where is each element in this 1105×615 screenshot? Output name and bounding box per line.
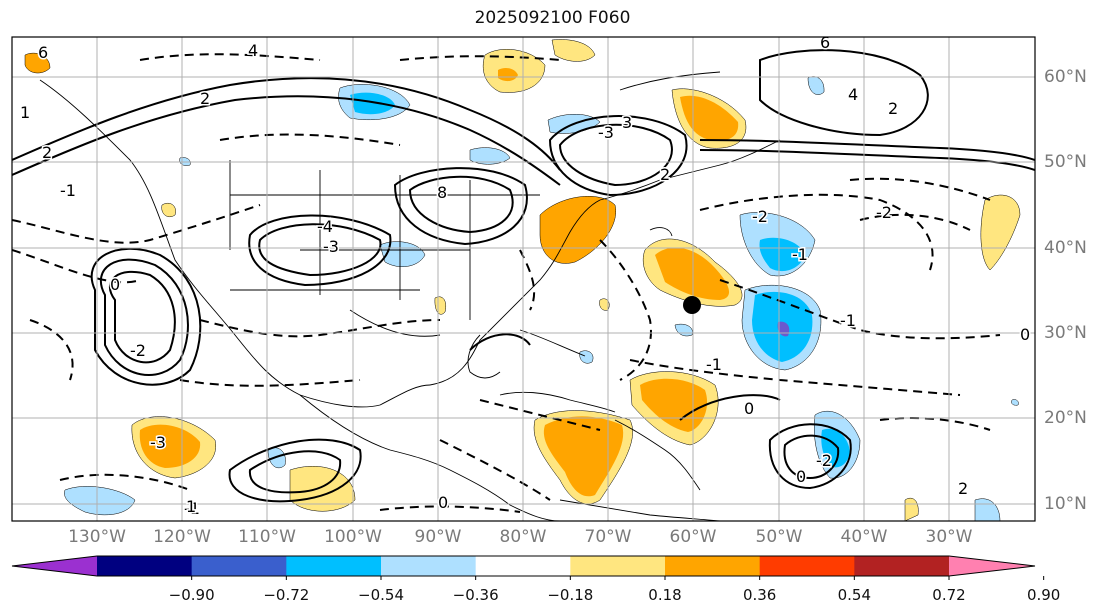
map-field: 6 420-2-3-48642-1-332-2-3-110-2-1002-20-1… bbox=[12, 33, 1035, 521]
latitude-label: 20°N bbox=[1044, 408, 1087, 428]
colorbar-tick-label: 0.36 bbox=[742, 586, 777, 604]
colorbar bbox=[11, 555, 1045, 580]
colorbar-tick-label: −0.54 bbox=[358, 586, 404, 604]
colorbar-tick-label: −0.90 bbox=[168, 586, 215, 604]
longitude-label: 60°W bbox=[669, 527, 717, 547]
contour-label: 6 bbox=[38, 43, 48, 62]
colorbar-tick-label: −0.36 bbox=[452, 586, 499, 604]
contour-label: 2 bbox=[200, 89, 210, 108]
colorbar-tick-label: 0.54 bbox=[837, 586, 872, 604]
colorbar-tick-label: −0.72 bbox=[263, 586, 310, 604]
contour-label: -2 bbox=[816, 451, 832, 470]
contour-label: 0 bbox=[1020, 325, 1030, 344]
contour-label: -3 bbox=[150, 433, 166, 452]
longitude-label: 30°W bbox=[925, 527, 973, 547]
contour-label: 2 bbox=[888, 99, 898, 118]
contour-label: 2 bbox=[660, 165, 670, 184]
contour-label: 0 bbox=[438, 493, 448, 512]
contour-label: -2 bbox=[130, 341, 146, 360]
longitude-label: 100°W bbox=[324, 527, 382, 547]
colorbar-segment bbox=[381, 556, 477, 576]
contour-label: 2 bbox=[42, 143, 52, 162]
contour-label: 2 bbox=[958, 479, 968, 498]
latitude-label: 60°N bbox=[1044, 67, 1087, 87]
latitude-label: 10°N bbox=[1044, 494, 1087, 514]
contour-label: -3 bbox=[598, 123, 614, 142]
colorbar-tick-label: 0.90 bbox=[1026, 586, 1061, 604]
contour-label: 0 bbox=[744, 399, 754, 418]
contour-label: 8 bbox=[437, 183, 447, 202]
colorbar-outline bbox=[11, 555, 1036, 577]
contour-label: -1 bbox=[60, 181, 76, 200]
colorbar-segment bbox=[475, 556, 571, 576]
colorbar-segment bbox=[191, 556, 287, 576]
colorbar-segment bbox=[570, 556, 666, 576]
contour-label: 0 bbox=[110, 275, 120, 294]
colorbar-segment bbox=[97, 556, 193, 576]
longitude-label: 70°W bbox=[584, 527, 632, 547]
longitude-label: 40°W bbox=[840, 527, 888, 547]
storm-marker bbox=[683, 296, 701, 314]
colorbar-segment bbox=[854, 556, 950, 576]
colorbar-tick-label: 0.18 bbox=[648, 586, 682, 604]
latitude-label: 30°N bbox=[1044, 323, 1087, 343]
longitude-label: 120°W bbox=[153, 527, 211, 547]
contour-label: -3 bbox=[323, 237, 339, 256]
longitude-label: 130°W bbox=[68, 527, 126, 547]
contour-label: -1 bbox=[184, 499, 200, 518]
map-frame bbox=[11, 36, 1036, 522]
colorbar-tick-label: −0.18 bbox=[547, 586, 594, 604]
contour-label: -2 bbox=[752, 207, 768, 226]
contour-label: 4 bbox=[848, 85, 858, 104]
contour-label: 1 bbox=[186, 497, 196, 516]
contour-label: 0 bbox=[796, 467, 806, 486]
positive-shading bbox=[24, 39, 1021, 521]
gridlines bbox=[12, 37, 1035, 521]
contour-label: -1 bbox=[840, 311, 856, 330]
contour-label: 1 bbox=[20, 103, 30, 122]
map-title: 2025092100 F060 bbox=[474, 8, 631, 28]
colorbar-extend-high bbox=[949, 556, 1035, 576]
longitude-label: 110°W bbox=[238, 527, 296, 547]
colorbar-segment bbox=[665, 556, 761, 576]
contour-label: 3 bbox=[622, 113, 632, 132]
colorbar-extend-low bbox=[12, 556, 97, 576]
colorbar-segment bbox=[759, 556, 855, 576]
contour-label: -4 bbox=[317, 217, 333, 236]
longitude-label: 80°W bbox=[499, 527, 547, 547]
longitude-label: 50°W bbox=[755, 527, 803, 547]
latitude-label: 50°N bbox=[1044, 152, 1087, 172]
contour-label: -1 bbox=[706, 355, 722, 374]
colorbar-tick-label: 0.72 bbox=[932, 586, 966, 604]
coastlines bbox=[39, 71, 781, 521]
contour-lines bbox=[12, 49, 1035, 503]
latitude-label: 40°N bbox=[1044, 238, 1087, 258]
longitude-label: 90°W bbox=[414, 527, 462, 547]
contour-labels: 6 420-2-3-48642-1-332-2-3-110-2-1002-20-1… bbox=[19, 33, 1032, 520]
contour-label: 6 bbox=[820, 33, 830, 52]
contour-label: 4 bbox=[248, 41, 258, 60]
contour-label: -1 bbox=[792, 245, 808, 264]
contour-label: -2 bbox=[876, 203, 892, 222]
colorbar-segment bbox=[286, 556, 382, 576]
